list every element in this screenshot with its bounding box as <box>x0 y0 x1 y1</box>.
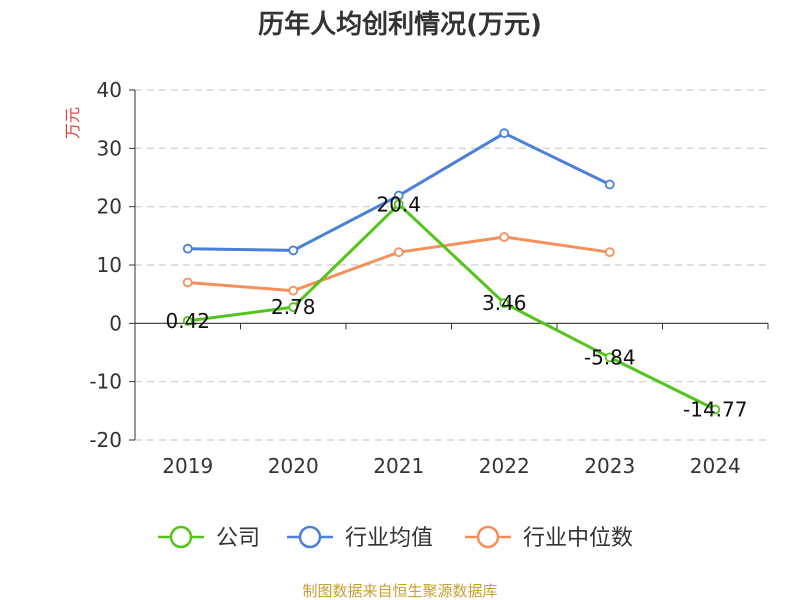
legend-marker <box>169 525 193 549</box>
y-tick-label: -20 <box>89 428 122 452</box>
data-point[interactable] <box>182 277 193 288</box>
chart-title: 历年人均创利情况(万元) <box>258 9 542 40</box>
y-tick-label: -10 <box>89 370 122 394</box>
data-point[interactable] <box>604 352 615 363</box>
legend-item[interactable]: 行业中位数 <box>465 525 633 551</box>
data-point[interactable] <box>499 232 510 242</box>
data-point[interactable] <box>710 404 721 415</box>
legend-item[interactable]: 公司 <box>158 525 260 551</box>
data-point[interactable] <box>182 243 193 254</box>
data-label: -5.84 <box>584 345 636 369</box>
legend-label: 公司 <box>216 526 260 551</box>
data-point[interactable] <box>604 247 615 258</box>
data-point[interactable] <box>288 302 299 313</box>
data-point[interactable] <box>499 298 510 309</box>
legend-marker <box>298 525 322 549</box>
legend-label: 行业中位数 <box>523 526 633 551</box>
data-label: 20.4 <box>376 192 421 216</box>
data-point[interactable] <box>288 285 299 296</box>
x-tick-label: 2022 <box>479 454 530 478</box>
series-line <box>187 202 716 411</box>
x-tick-label: 2024 <box>690 454 741 478</box>
data-label: 2.78 <box>271 295 316 319</box>
legend: 公司 行业均值 行业中位数 <box>158 525 633 551</box>
series-line <box>187 235 611 293</box>
data-point[interactable] <box>182 315 193 326</box>
x-tick-label: 2019 <box>162 454 213 478</box>
x-tick-label: 2023 <box>584 454 635 478</box>
data-label: 0.42 <box>165 309 210 333</box>
series-3 <box>182 232 615 296</box>
data-point[interactable] <box>393 247 404 258</box>
data-point[interactable] <box>288 245 299 256</box>
y-tick-label: 30 <box>97 136 122 160</box>
y-tick-label: 10 <box>97 253 122 277</box>
source-note: 制图数据来自恒生聚源数据库 <box>302 582 497 600</box>
axes: -20 -10 0 10 20 30 40 2019 2020 2021 2022 2023 2024 <box>89 78 769 478</box>
y-tick-label: 0 <box>109 311 122 335</box>
grid-lines <box>135 89 768 441</box>
y-tick-label: 40 <box>97 78 122 102</box>
x-tick-label: 2021 <box>373 454 424 478</box>
series-1 <box>182 199 721 415</box>
data-labels: 0.42 2.78 20.4 3.46 -5.84 -14.77 <box>165 192 747 421</box>
series-layer <box>182 128 721 415</box>
y-tick-label: 20 <box>97 195 122 219</box>
data-point[interactable] <box>393 199 404 210</box>
legend-item[interactable]: 行业均值 <box>287 525 433 551</box>
x-tick-label: 2020 <box>268 454 319 478</box>
data-point[interactable] <box>604 179 615 190</box>
data-point[interactable] <box>499 128 510 139</box>
y-axis-unit: 万元 <box>63 107 82 139</box>
legend-label: 行业均值 <box>345 526 433 551</box>
data-label: 3.46 <box>482 291 527 315</box>
series-2 <box>182 128 615 256</box>
data-label: -14.77 <box>683 397 747 421</box>
legend-marker <box>476 525 500 549</box>
